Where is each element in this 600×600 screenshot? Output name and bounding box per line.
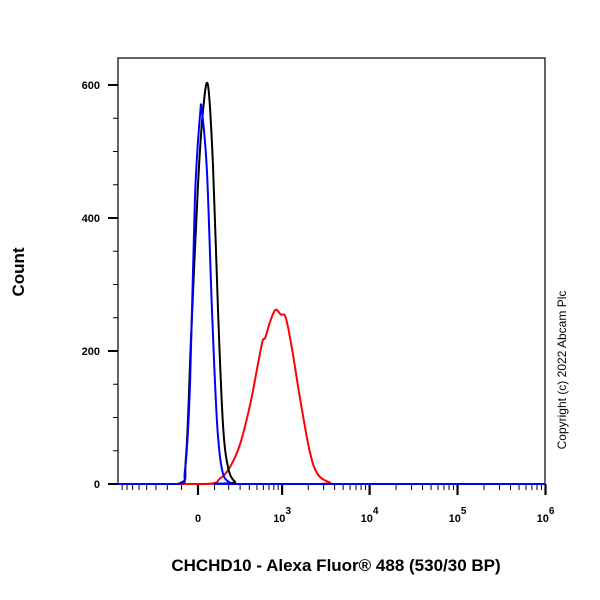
copyright-annotation: Copyright (c) 2022 Abcam Plc bbox=[555, 291, 569, 450]
x-tick-base: 10 bbox=[537, 513, 549, 525]
x-tick-exponent: 3 bbox=[285, 506, 291, 517]
x-tick-exponent: 6 bbox=[549, 506, 555, 517]
histogram-series-0 bbox=[118, 308, 546, 486]
x-tick-base: 10 bbox=[361, 513, 373, 525]
x-tick-exponent: 4 bbox=[373, 506, 379, 517]
y-tick-label: 200 bbox=[82, 346, 100, 358]
x-tick-label: 105 bbox=[449, 506, 467, 525]
x-tick-label: 104 bbox=[361, 506, 379, 525]
histogram-series-2 bbox=[118, 103, 546, 486]
x-tick-label: 103 bbox=[273, 506, 291, 525]
x-tick-label: 0 bbox=[195, 513, 201, 525]
plot-frame bbox=[117, 57, 546, 485]
y-tick-label: 600 bbox=[82, 80, 100, 92]
x-tick-base: 0 bbox=[195, 513, 201, 525]
series-group bbox=[118, 81, 546, 486]
y-tick-label: 0 bbox=[94, 479, 100, 491]
x-axis-label: CHCHD10 - Alexa Fluor® 488 (530/30 BP) bbox=[171, 556, 500, 575]
x-tick-base: 10 bbox=[273, 513, 285, 525]
histogram-series-1 bbox=[118, 81, 546, 486]
x-tick-label: 106 bbox=[537, 506, 555, 525]
y-tick-label: 400 bbox=[82, 213, 100, 225]
y-axis: 0 200 400 600 bbox=[82, 80, 118, 491]
y-axis-label: Count bbox=[9, 247, 28, 296]
x-tick-base: 10 bbox=[449, 513, 461, 525]
x-tick-exponent: 5 bbox=[461, 506, 467, 517]
